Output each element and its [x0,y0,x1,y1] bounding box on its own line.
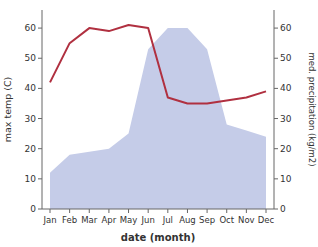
y2-tick-label: 60 [280,23,292,33]
x-tick-label: Jun [141,215,155,225]
y-tick-label: 40 [25,83,37,93]
y-tick-label: 30 [25,114,37,124]
y-tick-label: 20 [25,144,37,154]
x-tick [207,209,208,213]
plot-area [50,25,266,209]
x-tick [246,209,247,213]
y2-tick-label: 40 [280,83,292,93]
y-tick [38,118,42,119]
y2-tick [274,88,278,89]
x-tick-label: Mar [81,215,98,225]
chart-container: 0 10 20 30 40 50 60 0 10 20 30 40 50 60 Jan Feb Mar AprMa… [0,0,318,247]
x-tick-label: Nov [238,215,255,225]
x-tick [108,209,109,213]
x-tick-label: Jan [42,215,56,225]
chart-svg: 0 10 20 30 40 50 60 0 10 20 30 40 50 60 Jan Feb Mar AprMa… [0,0,318,247]
temperature-line [50,25,266,103]
x-axis-label: date (month) [121,232,195,243]
x-tick [187,209,188,213]
x-tick-label: Feb [62,215,77,225]
x-tick-label: May [120,215,138,225]
y2-tick [274,28,278,29]
y2-tick-label: 30 [280,114,292,124]
y2-tick-label: 10 [280,174,292,184]
x-tick-label: Dec [258,215,275,225]
x-tick [148,209,149,213]
x-tick-label: Oct [219,215,234,225]
x-tick-label: Apr [102,215,117,225]
x-axis-line [42,209,274,210]
y-tick [38,178,42,179]
x-tick [128,209,129,213]
y-tick-label: 50 [25,53,37,63]
y-tick [38,58,42,59]
x-tick [167,209,168,213]
x-tick [226,209,227,213]
y-tick [38,88,42,89]
x-tick-label: Sep [199,215,215,225]
x-tick [50,209,51,213]
y2-tick-label: 0 [280,204,286,214]
x-tick-label: Aug [179,215,196,225]
y2-tick [274,58,278,59]
x-tick-label: Jul [162,215,173,225]
y2-tick [274,209,278,210]
y2-tick [274,178,278,179]
y-tick [38,28,42,29]
y2-tick-label: 50 [280,53,292,63]
x-tick [69,209,70,213]
y2-tick [274,118,278,119]
y-tick-label: 10 [25,174,37,184]
y2-tick-label: 20 [280,144,292,154]
y-tick-label: 60 [25,23,37,33]
y-tick [38,209,42,210]
y2-tick [274,148,278,149]
x-tick [266,209,267,213]
precipitation-area [50,28,266,209]
y2-axis-label: med. precipitation (kg/m2) [307,52,317,166]
y-tick-label: 0 [30,204,36,214]
x-tick [89,209,90,213]
y-tick [38,148,42,149]
y-axis-label: max temp (C) [2,77,13,143]
